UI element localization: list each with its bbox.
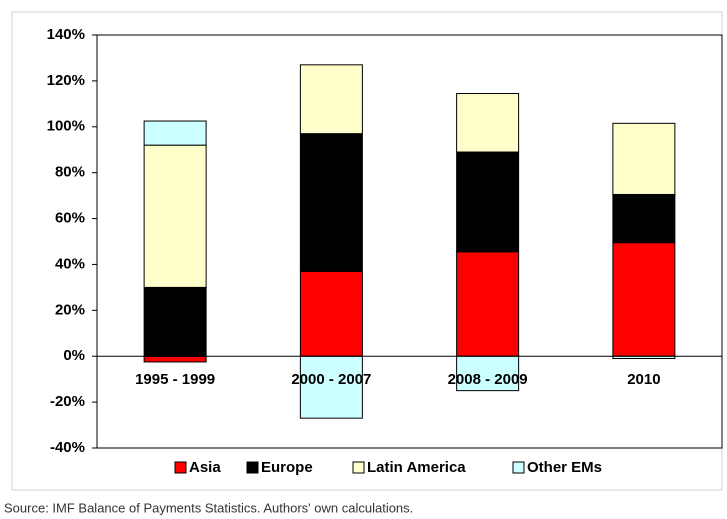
y-tick-label: 20% [55, 301, 85, 318]
y-tick-label: 80% [55, 164, 85, 181]
legend-swatch [246, 461, 259, 474]
bar-segment [299, 64, 363, 135]
y-tick-label: -20% [50, 393, 85, 410]
y-tick-label: 60% [55, 210, 85, 227]
bar-segment [143, 120, 207, 146]
legend-label: Other EMs [527, 459, 602, 476]
bar-segment [456, 355, 520, 392]
y-tick-label: 140% [47, 26, 85, 43]
y-tick-label: 0% [63, 347, 85, 364]
bar-segment [612, 122, 676, 195]
chart-frame [11, 11, 723, 491]
y-tick-label: 40% [55, 255, 85, 272]
legend-label: Asia [189, 459, 221, 476]
bar-segment [299, 355, 363, 419]
legend-label: Latin America [367, 459, 466, 476]
bar-segment [612, 242, 676, 357]
bar-segment [143, 144, 207, 288]
x-tick-label: 1995 - 1999 [135, 371, 215, 388]
bar-segment [456, 151, 520, 253]
bar-segment [143, 286, 207, 357]
bar-segment [299, 270, 363, 357]
bar-segment [299, 133, 363, 272]
plot-area [96, 34, 723, 449]
bar-segment [143, 355, 207, 363]
bar-segment [612, 193, 676, 244]
bar-segment [456, 251, 520, 357]
y-tick-label: -40% [50, 439, 85, 456]
legend-swatch [174, 461, 187, 474]
legend-label: Europe [261, 459, 313, 476]
y-tick-label: 120% [47, 72, 85, 89]
bar-segment [456, 93, 520, 153]
x-tick-label: 2000 - 2007 [291, 371, 371, 388]
x-tick-label: 2008 - 2009 [448, 371, 528, 388]
x-tick-label: 2010 [627, 371, 660, 388]
legend-swatch [512, 461, 525, 474]
y-tick-label: 100% [47, 118, 85, 135]
source-note: Source: IMF Balance of Payments Statisti… [4, 500, 413, 515]
legend-swatch [352, 461, 365, 474]
